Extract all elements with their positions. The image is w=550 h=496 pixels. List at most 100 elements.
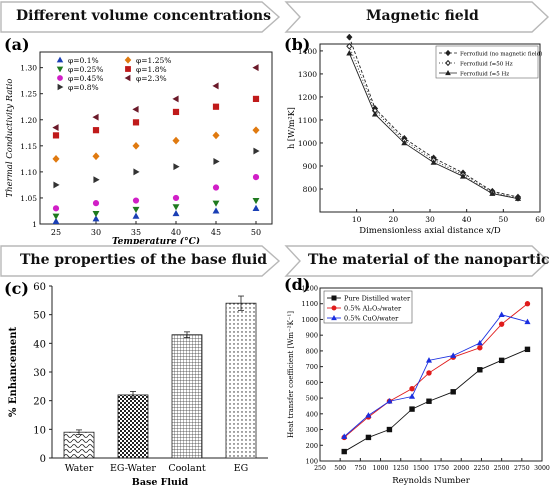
data-point	[426, 398, 432, 404]
banner-arrow-shape	[0, 245, 281, 277]
legend-marker	[56, 66, 64, 73]
legend-label: φ=0.8%	[68, 83, 99, 92]
data-point	[341, 448, 347, 455]
data-point	[401, 139, 408, 146]
data-point	[92, 127, 100, 134]
y-tick-label: 50	[33, 311, 46, 322]
data-point	[92, 210, 100, 218]
y-tick-label: 200	[306, 442, 318, 450]
legend-label: Ferrofluid (no magnetic field)	[460, 51, 542, 58]
data-point	[409, 385, 415, 392]
data-point	[213, 158, 220, 165]
x-tick-label: 2250	[474, 465, 490, 472]
x-tick-label: 45	[211, 228, 221, 237]
legend-label: Ferrofluid f=50 Hz	[460, 62, 513, 68]
y-tick-label: 100	[306, 458, 318, 466]
y-tick-label: 1.25	[20, 90, 37, 99]
chart-panel-a: (a) 25 30 35 40 45 50 1 1.05 1.10 1.15 1.20 1.25 1.30…	[0, 34, 282, 247]
y-tick-label: 60	[33, 282, 46, 293]
y-tick-label: 1300	[298, 70, 317, 79]
data-point	[172, 194, 180, 202]
data-point	[524, 318, 531, 325]
data-point	[132, 119, 140, 126]
banner-arrow-shape	[284, 1, 550, 33]
banner-magnetic-field: Magnetic field	[284, 0, 550, 34]
y-tick-label: 1400	[298, 47, 317, 56]
legend-marker	[331, 314, 337, 321]
banner-a-text: Different volume concentrations	[16, 8, 271, 24]
data-point	[132, 206, 140, 214]
data-point	[132, 105, 139, 113]
chart-a-svg: (a) 25 30 35 40 45 50 1 1.05 1.10 1.15 1.20 1.25 1.30…	[4, 35, 273, 247]
data-point	[450, 352, 457, 358]
plot-frame	[39, 51, 273, 225]
banner-different-volume-concentrations: Different volume concentrations	[0, 0, 282, 34]
legend: Ferrofluid (no magnetic field) Ferrofluid…	[435, 45, 542, 79]
y-tick-label: 900	[306, 332, 318, 340]
data-point	[92, 200, 100, 207]
x-tick-label: 25	[51, 228, 61, 237]
x-axis-label: Reynolds Number	[392, 476, 470, 486]
legend-marker	[57, 83, 64, 91]
legend-marker	[445, 69, 451, 76]
data-point	[252, 197, 260, 205]
data-point	[132, 197, 140, 204]
y-tick-label: 600	[306, 379, 318, 387]
y-tick-label: 1000	[301, 316, 318, 324]
x-tick-label: 1000	[373, 465, 389, 472]
series-4	[52, 126, 260, 163]
legend-marker	[56, 56, 64, 63]
y-axis-label: h [W/m²K]	[287, 107, 296, 149]
data-point	[52, 213, 60, 220]
x-tick-label: 1250	[393, 465, 409, 472]
chart-d-svg: (d) 250 500 750 1000 1250 1500 1750 2000 2250 2500…	[284, 275, 550, 486]
x-tick-label: 50	[499, 215, 509, 224]
y-tick-label: 10	[33, 425, 46, 436]
data-point	[426, 370, 432, 376]
data-point	[212, 82, 219, 90]
data-point	[133, 168, 140, 176]
y-tick-label: 1.05	[20, 194, 37, 203]
panel-label-d: (d)	[284, 278, 310, 294]
data-point	[459, 173, 467, 179]
series-1	[52, 197, 260, 220]
data-point	[253, 147, 260, 155]
y-tick-label: 1000	[298, 139, 317, 148]
y-tick-label: 20	[33, 397, 46, 408]
data-point	[450, 389, 456, 395]
bar	[117, 394, 149, 459]
data-point	[498, 321, 505, 327]
x-tick-label: 60	[535, 215, 545, 224]
bar	[225, 302, 257, 459]
series-2	[52, 173, 260, 212]
x-tick-label: Water	[65, 463, 94, 474]
y-axis-label: % Enhancement	[8, 327, 19, 418]
x-tick-label: 250	[314, 465, 326, 472]
banner-nanoparticle-material: The material of the nanoparticles	[284, 244, 550, 278]
legend-label: 0.5% CuO/water	[344, 315, 399, 323]
data-point	[386, 398, 393, 404]
legend-label: 0.5% Al₂O₃/water	[344, 305, 402, 313]
data-point	[386, 426, 393, 433]
legend-label: φ=0.1%	[68, 56, 99, 65]
x-tick-label: 750	[354, 465, 366, 472]
legend-marker	[331, 295, 337, 301]
data-point	[371, 110, 379, 117]
data-point	[514, 195, 522, 201]
data-point	[172, 204, 180, 211]
y-tick-label: 300	[306, 426, 318, 434]
data-point	[346, 42, 353, 50]
data-point	[252, 204, 260, 211]
legend-label: φ=2.3%	[136, 74, 167, 83]
banner-arrow-shape	[284, 245, 550, 277]
data-point	[172, 209, 180, 217]
y-tick-label: 1200	[298, 93, 317, 102]
x-tick-label: 2750	[514, 465, 530, 472]
legend-label: φ=1.25%	[136, 56, 171, 65]
data-point	[52, 132, 60, 139]
data-point	[346, 33, 353, 41]
x-tick-label: 40	[462, 215, 472, 224]
data-point	[212, 207, 220, 214]
y-axis-label: Thermal Conductivity Ratio	[5, 78, 15, 197]
data-point	[93, 176, 100, 184]
